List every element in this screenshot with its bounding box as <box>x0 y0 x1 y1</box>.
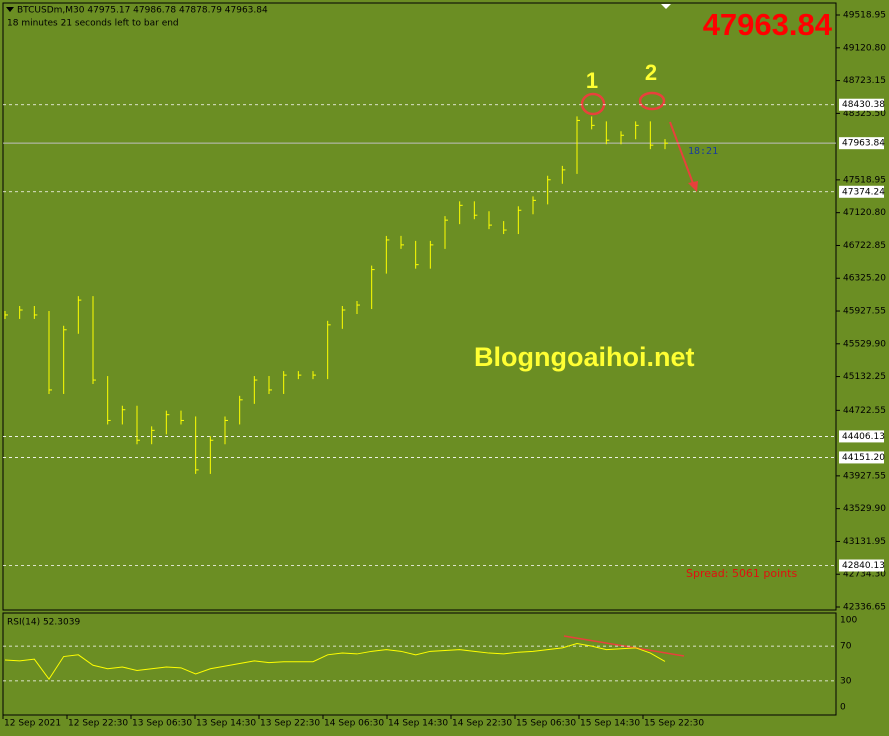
watermark: Blogngoaihoi.net <box>474 342 694 372</box>
level-box <box>839 185 884 198</box>
time-label: 12 Sep 22:30 <box>68 719 128 729</box>
level-label: 44151.20 <box>842 453 885 463</box>
time-label: 15 Sep 06:30 <box>516 719 576 729</box>
price-tick-label: 42336.65 <box>843 603 886 613</box>
big-price: 47963.84 <box>703 7 833 42</box>
level-label: 48430.38 <box>842 100 885 110</box>
trend-arrow <box>669 121 695 187</box>
time-label: 14 Sep 06:30 <box>324 719 384 729</box>
rsi-tick-label: 70 <box>840 642 852 652</box>
time-label: 14 Sep 22:30 <box>452 719 512 729</box>
peak-circle <box>580 92 606 116</box>
main-panel <box>2 2 837 611</box>
price-tick-label: 47518.95 <box>843 175 886 185</box>
countdown: 18:21 <box>688 146 718 157</box>
time-label: 13 Sep 06:30 <box>132 719 192 729</box>
rsi-line <box>4 642 666 681</box>
price-tick-label: 43529.90 <box>843 504 886 514</box>
price-tick-label: 42734.30 <box>843 570 886 580</box>
level-label: 44406.13 <box>842 432 885 442</box>
rsi-tick-label: 0 <box>840 703 846 713</box>
price-tick-label: 45927.55 <box>843 307 886 317</box>
arrow-head <box>688 181 698 192</box>
scroll-arrow <box>661 4 671 9</box>
level-label: 47374.24 <box>842 187 885 197</box>
price-tick-label: 46325.20 <box>843 274 886 284</box>
level-box <box>839 430 884 443</box>
current-label: 47963.84 <box>842 139 885 149</box>
current-box <box>839 137 884 150</box>
time-label: 15 Sep 22:30 <box>644 719 704 729</box>
price-tick-label: 47120.80 <box>843 208 886 218</box>
price-tick-label: 43927.55 <box>843 471 886 481</box>
time-label: 13 Sep 22:30 <box>260 719 320 729</box>
time-label: 12 Sep 2021 <box>4 719 61 729</box>
price-tick-label: 48723.15 <box>843 76 886 86</box>
rsi-trend-line <box>563 635 685 657</box>
spread: Spread: 5061 points <box>686 567 797 580</box>
level-box <box>839 559 884 572</box>
time-label: 14 Sep 14:30 <box>388 719 448 729</box>
level-box <box>839 451 884 464</box>
price-tick-label: 43131.95 <box>843 537 886 547</box>
price-tick-label: 45529.90 <box>843 339 886 349</box>
time-label: 13 Sep 14:30 <box>196 719 256 729</box>
price-tick-label: 48325.50 <box>843 109 886 119</box>
price-tick-label: 44722.55 <box>843 406 886 416</box>
bar-timer: 18 minutes 21 seconds left to bar end <box>7 19 179 29</box>
peak-circle <box>638 91 666 111</box>
rsi-tick-label: 30 <box>840 676 852 686</box>
rsi-panel <box>2 612 837 716</box>
price-tick-label: 49120.80 <box>843 43 886 53</box>
price-tick-label: 49518.95 <box>843 11 886 21</box>
price-tick-label: 46722.85 <box>843 241 886 251</box>
level-box <box>839 98 884 111</box>
rsi-title: RSI(14) 52.3039 <box>7 618 80 628</box>
peak-label: 2 <box>645 60 657 85</box>
rsi-tick-label: 100 <box>840 616 857 626</box>
time-label: 15 Sep 14:30 <box>580 719 640 729</box>
level-label: 42840.13 <box>842 561 885 571</box>
symbol-line: BTCUSDm,M30 47975.17 47986.78 47878.79 4… <box>17 6 268 16</box>
price-tick-label: 45132.25 <box>843 372 886 382</box>
peak-label: 1 <box>586 68 598 93</box>
menu-arrow <box>6 7 14 12</box>
